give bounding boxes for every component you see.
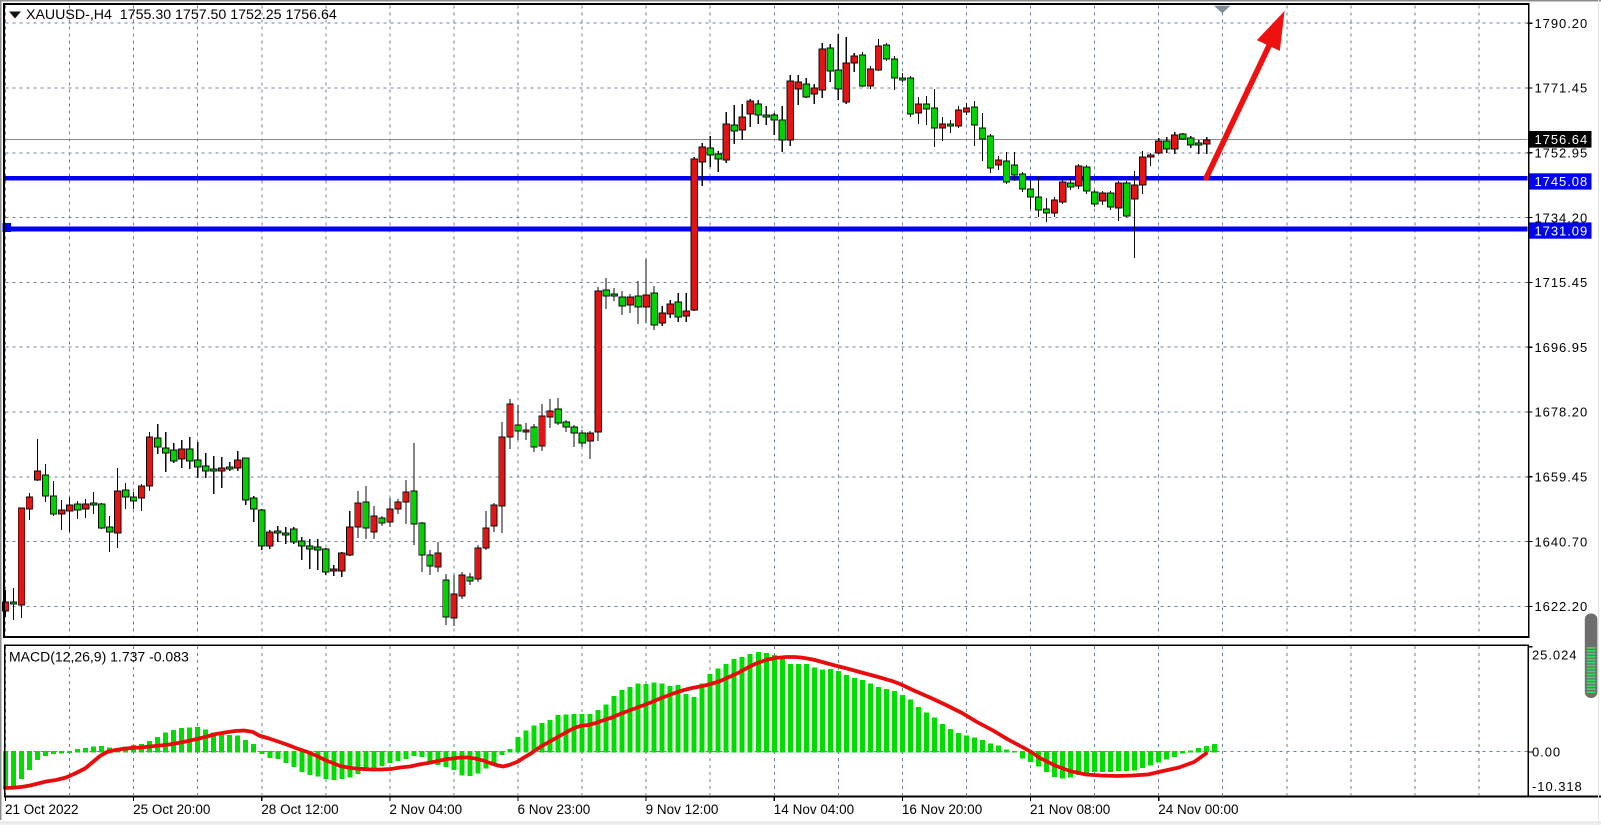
- svg-text:MACD(12,26,9) 1.737 -0.083: MACD(12,26,9) 1.737 -0.083: [9, 649, 189, 665]
- svg-text:1745.08: 1745.08: [1535, 174, 1589, 189]
- svg-text:1752.95: 1752.95: [1535, 146, 1589, 161]
- svg-text:6 Nov 23:00: 6 Nov 23:00: [518, 802, 591, 817]
- svg-text:1678.20: 1678.20: [1535, 405, 1589, 420]
- svg-text:21 Oct 2022: 21 Oct 2022: [5, 802, 79, 817]
- svg-text:1790.20: 1790.20: [1535, 16, 1589, 31]
- svg-text:1715.45: 1715.45: [1535, 275, 1589, 290]
- svg-text:1640.70: 1640.70: [1535, 534, 1589, 549]
- svg-text:2 Nov 04:00: 2 Nov 04:00: [389, 802, 462, 817]
- svg-text:1696.95: 1696.95: [1535, 340, 1589, 355]
- svg-text:XAUUSD-,H4 1755.30 1757.50 17: XAUUSD-,H4 1755.30 1757.50 1752.25 1756.…: [26, 7, 337, 23]
- svg-text:9 Nov 12:00: 9 Nov 12:00: [646, 802, 719, 817]
- svg-text:21 Nov 08:00: 21 Nov 08:00: [1030, 802, 1110, 817]
- svg-text:14 Nov 04:00: 14 Nov 04:00: [774, 802, 854, 817]
- svg-text:1622.20: 1622.20: [1535, 599, 1589, 614]
- svg-text:28 Oct 12:00: 28 Oct 12:00: [261, 802, 338, 817]
- svg-text:1734.20: 1734.20: [1535, 210, 1589, 225]
- svg-text:1756.64: 1756.64: [1535, 132, 1589, 147]
- svg-text:25.024: 25.024: [1532, 648, 1577, 663]
- svg-text:16 Nov 20:00: 16 Nov 20:00: [902, 802, 982, 817]
- svg-text:0.00: 0.00: [1532, 745, 1561, 760]
- svg-text:1771.45: 1771.45: [1535, 81, 1589, 96]
- svg-text:-10.318: -10.318: [1532, 779, 1583, 794]
- svg-text:25 Oct 20:00: 25 Oct 20:00: [133, 802, 210, 817]
- svg-text:1659.45: 1659.45: [1535, 470, 1589, 485]
- svg-text:24 Nov 00:00: 24 Nov 00:00: [1158, 802, 1238, 817]
- svg-text:1731.09: 1731.09: [1535, 223, 1589, 238]
